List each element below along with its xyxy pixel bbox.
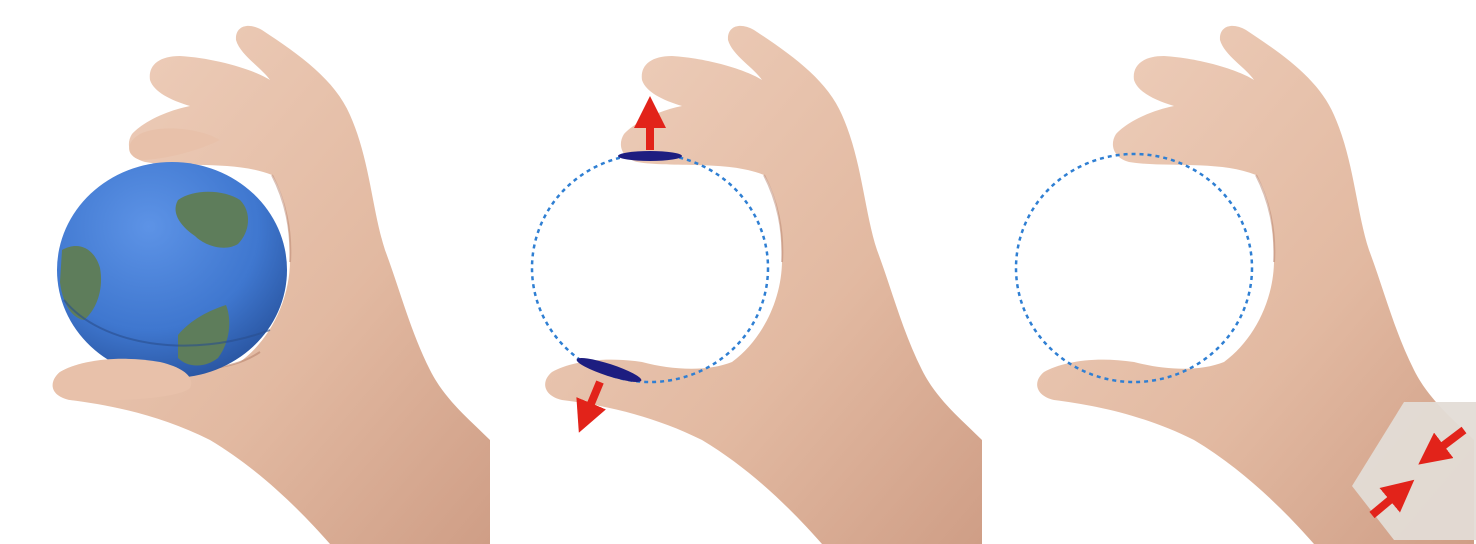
virtual-sphere-outline	[530, 152, 770, 384]
force-arrow-down	[576, 380, 606, 433]
wrist-band-illustration	[1014, 25, 1476, 544]
contact-pad-top	[618, 151, 682, 161]
panel-contact-forces	[492, 0, 984, 544]
hand-shape	[1037, 25, 1474, 544]
panel-ball-grip	[0, 0, 492, 544]
hand-skin	[1037, 25, 1474, 544]
contact-pad-bottom	[576, 358, 642, 382]
hand-skin	[545, 25, 982, 544]
continent-2	[60, 246, 102, 320]
continent-1	[175, 191, 249, 248]
contact-forces-illustration	[530, 25, 982, 544]
globe-stress-ball	[57, 162, 287, 378]
continent-3	[178, 305, 230, 366]
hand-shape	[545, 25, 982, 544]
panel-wrist-band-feedback	[984, 0, 1476, 544]
thumb-front	[52, 128, 220, 401]
ball-grip-illustration	[52, 25, 491, 544]
band-arrow-right	[1369, 479, 1415, 519]
band-arrow-left	[1418, 426, 1467, 465]
wrist-band	[1352, 402, 1476, 540]
virtual-sphere-outline	[1014, 152, 1254, 384]
